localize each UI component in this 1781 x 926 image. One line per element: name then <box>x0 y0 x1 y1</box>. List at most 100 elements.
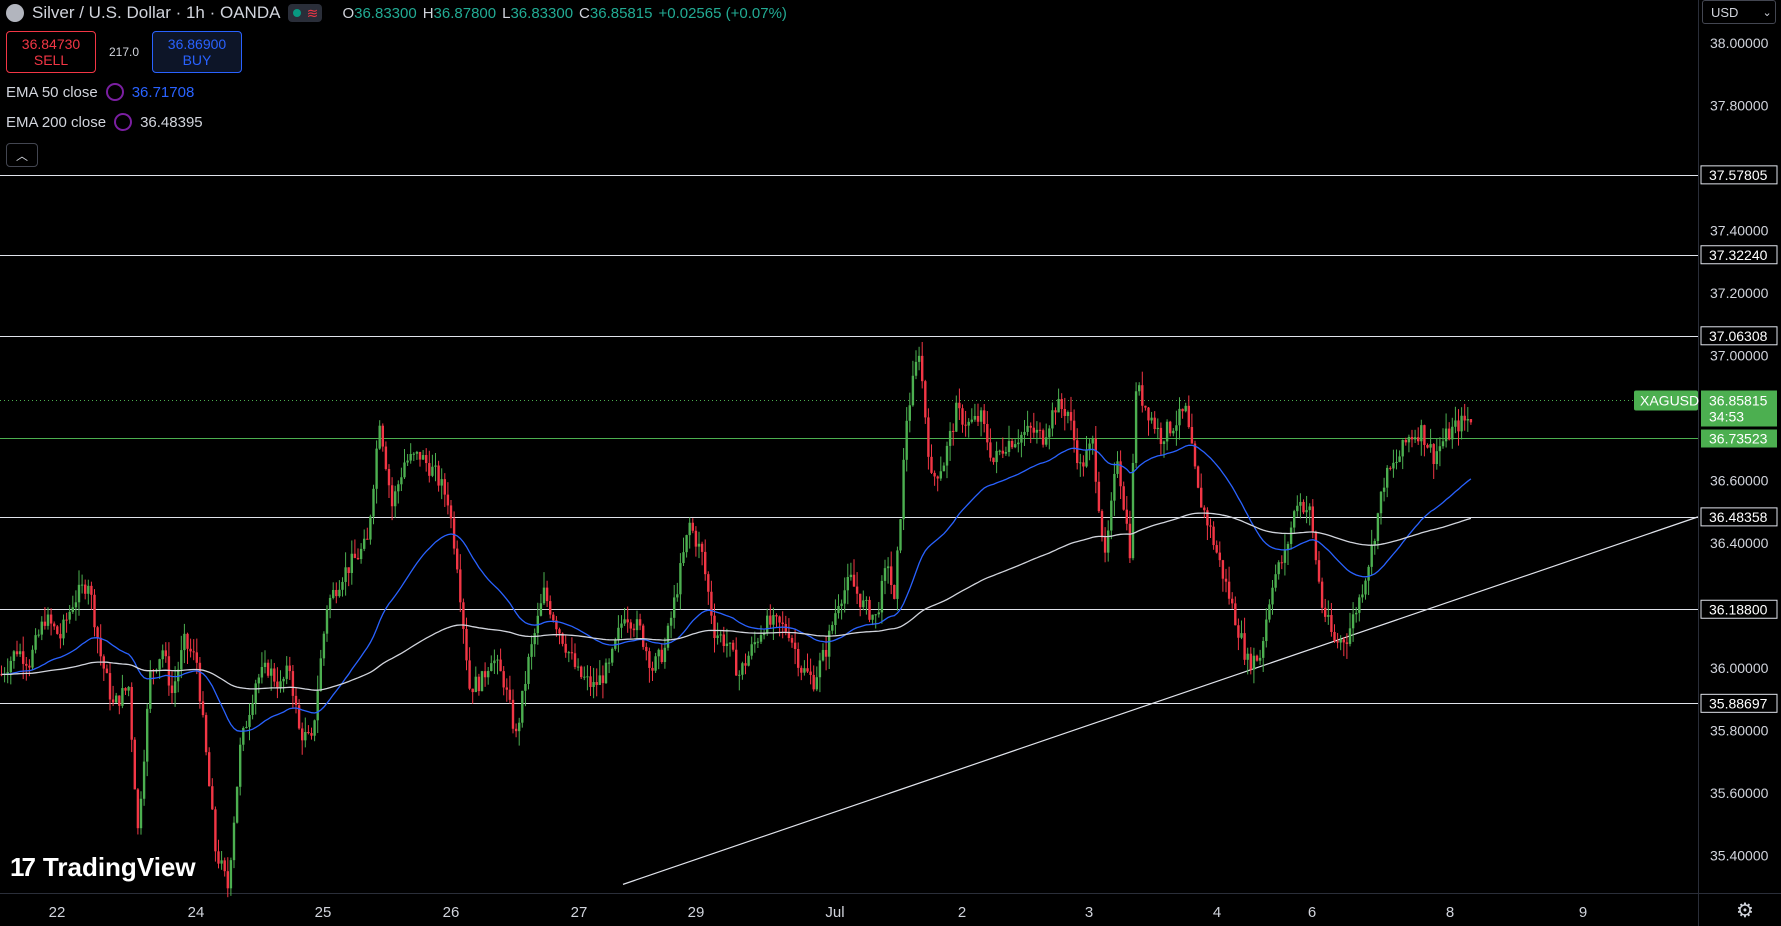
candle-body <box>632 628 636 631</box>
candle-body <box>728 642 732 644</box>
candle-body <box>201 701 205 716</box>
candle-body <box>772 615 775 625</box>
indicator-ema200[interactable]: EMA 200 close 36.48395 <box>6 113 203 131</box>
candle-body <box>549 601 552 615</box>
candle-body <box>471 688 474 693</box>
candle-body <box>186 633 189 649</box>
candle-body <box>1243 633 1246 660</box>
candle-body <box>279 681 282 689</box>
current-price-badge <box>1701 390 1777 427</box>
candle-body <box>682 552 685 564</box>
candle-body <box>1051 410 1054 429</box>
candle-body <box>1076 440 1079 464</box>
candle-body <box>750 644 753 656</box>
candle-body <box>369 516 372 540</box>
candle-body <box>43 621 47 626</box>
buy-button[interactable]: 36.86900 BUY <box>152 31 242 73</box>
candle-body <box>1100 511 1104 538</box>
candle-body <box>942 465 946 472</box>
ohlc-value: 36.83300 <box>510 4 574 22</box>
candle-body <box>707 574 710 592</box>
market-status-icon[interactable]: ≋ <box>288 4 323 22</box>
candle-body <box>1252 655 1256 670</box>
candle-body <box>964 424 967 426</box>
candle-body <box>1082 462 1085 467</box>
candle-body <box>211 786 214 810</box>
ohlc-value: +0.02565 (+0.07%) <box>658 4 787 22</box>
candle-body <box>1057 398 1060 413</box>
candle-body <box>84 584 87 594</box>
candle-body <box>896 550 899 599</box>
symbol-title[interactable]: Silver / U.S. Dollar · 1h · OANDA <box>32 3 281 22</box>
ema-price-label: 36.73523 <box>1709 431 1768 447</box>
indicator-ema50[interactable]: EMA 50 close 36.71708 <box>6 83 194 101</box>
candle-body <box>276 681 279 689</box>
candle-body <box>1451 426 1454 440</box>
candle-body <box>1200 487 1203 508</box>
price-tick-label: 38.00000 <box>1710 35 1769 51</box>
candle-body <box>834 613 837 626</box>
candle-body <box>1038 429 1042 431</box>
candle-body <box>130 686 133 740</box>
candle-body <box>493 660 496 664</box>
candle-body <box>316 690 319 721</box>
candle-body <box>626 619 629 623</box>
candle-body <box>1035 429 1039 433</box>
price-tick-label: 37.80000 <box>1710 98 1769 114</box>
candle-body <box>1119 461 1122 487</box>
candle-body <box>490 663 493 671</box>
candle-body <box>71 607 74 612</box>
currency-select[interactable]: USD ⌄ <box>1702 0 1776 24</box>
candle-body <box>220 860 223 864</box>
candle-body <box>1165 421 1169 442</box>
collapse-indicators-button[interactable]: ︿ <box>6 143 38 167</box>
candle-body <box>1308 506 1311 511</box>
market-open-dot-icon <box>292 9 301 17</box>
candle-body <box>189 648 192 652</box>
candle-body <box>521 690 524 723</box>
candle-body <box>967 421 970 426</box>
candle-body <box>229 860 233 889</box>
candle-body <box>347 567 350 573</box>
candle-body <box>781 622 784 625</box>
candle-body <box>719 634 722 636</box>
refresh-icon[interactable] <box>114 113 133 131</box>
candle-body <box>902 459 905 520</box>
candle-body <box>1125 509 1128 524</box>
candle-body <box>716 635 719 639</box>
candle-body <box>533 633 536 645</box>
candle-body <box>666 625 670 648</box>
candle-body <box>1221 560 1225 579</box>
candle-body <box>735 649 738 676</box>
candle-body <box>1333 631 1336 642</box>
candle-body <box>1026 425 1029 432</box>
refresh-icon[interactable] <box>105 83 124 101</box>
ohlc-key: H <box>422 4 434 22</box>
candle-body <box>1398 456 1401 462</box>
candle-body <box>800 667 803 673</box>
candle-body <box>1085 450 1088 467</box>
candle-body <box>840 603 843 607</box>
settings-gear-icon[interactable]: ⚙ <box>1736 900 1754 922</box>
candle-body <box>1007 441 1011 453</box>
candle-body <box>979 410 983 422</box>
candle-body <box>93 594 96 628</box>
candle-body <box>1172 430 1175 434</box>
ema-lines <box>1 444 1472 732</box>
candle-body <box>1460 415 1463 432</box>
candle-body <box>1265 619 1268 642</box>
candle-body <box>77 584 81 603</box>
sell-button[interactable]: 36.84730 SELL <box>6 31 96 73</box>
candle-body <box>1358 597 1361 613</box>
candle-body <box>1212 526 1215 546</box>
candle-body <box>713 615 716 639</box>
time-tick-label: 26 <box>443 904 460 921</box>
candle-body <box>25 663 28 666</box>
candle-body <box>1438 446 1442 452</box>
candle-body <box>204 715 208 753</box>
candle-body <box>350 553 353 573</box>
wave-icon: ≋ <box>306 4 319 21</box>
candle-body <box>480 671 484 692</box>
time-tick-label: 24 <box>188 904 205 921</box>
